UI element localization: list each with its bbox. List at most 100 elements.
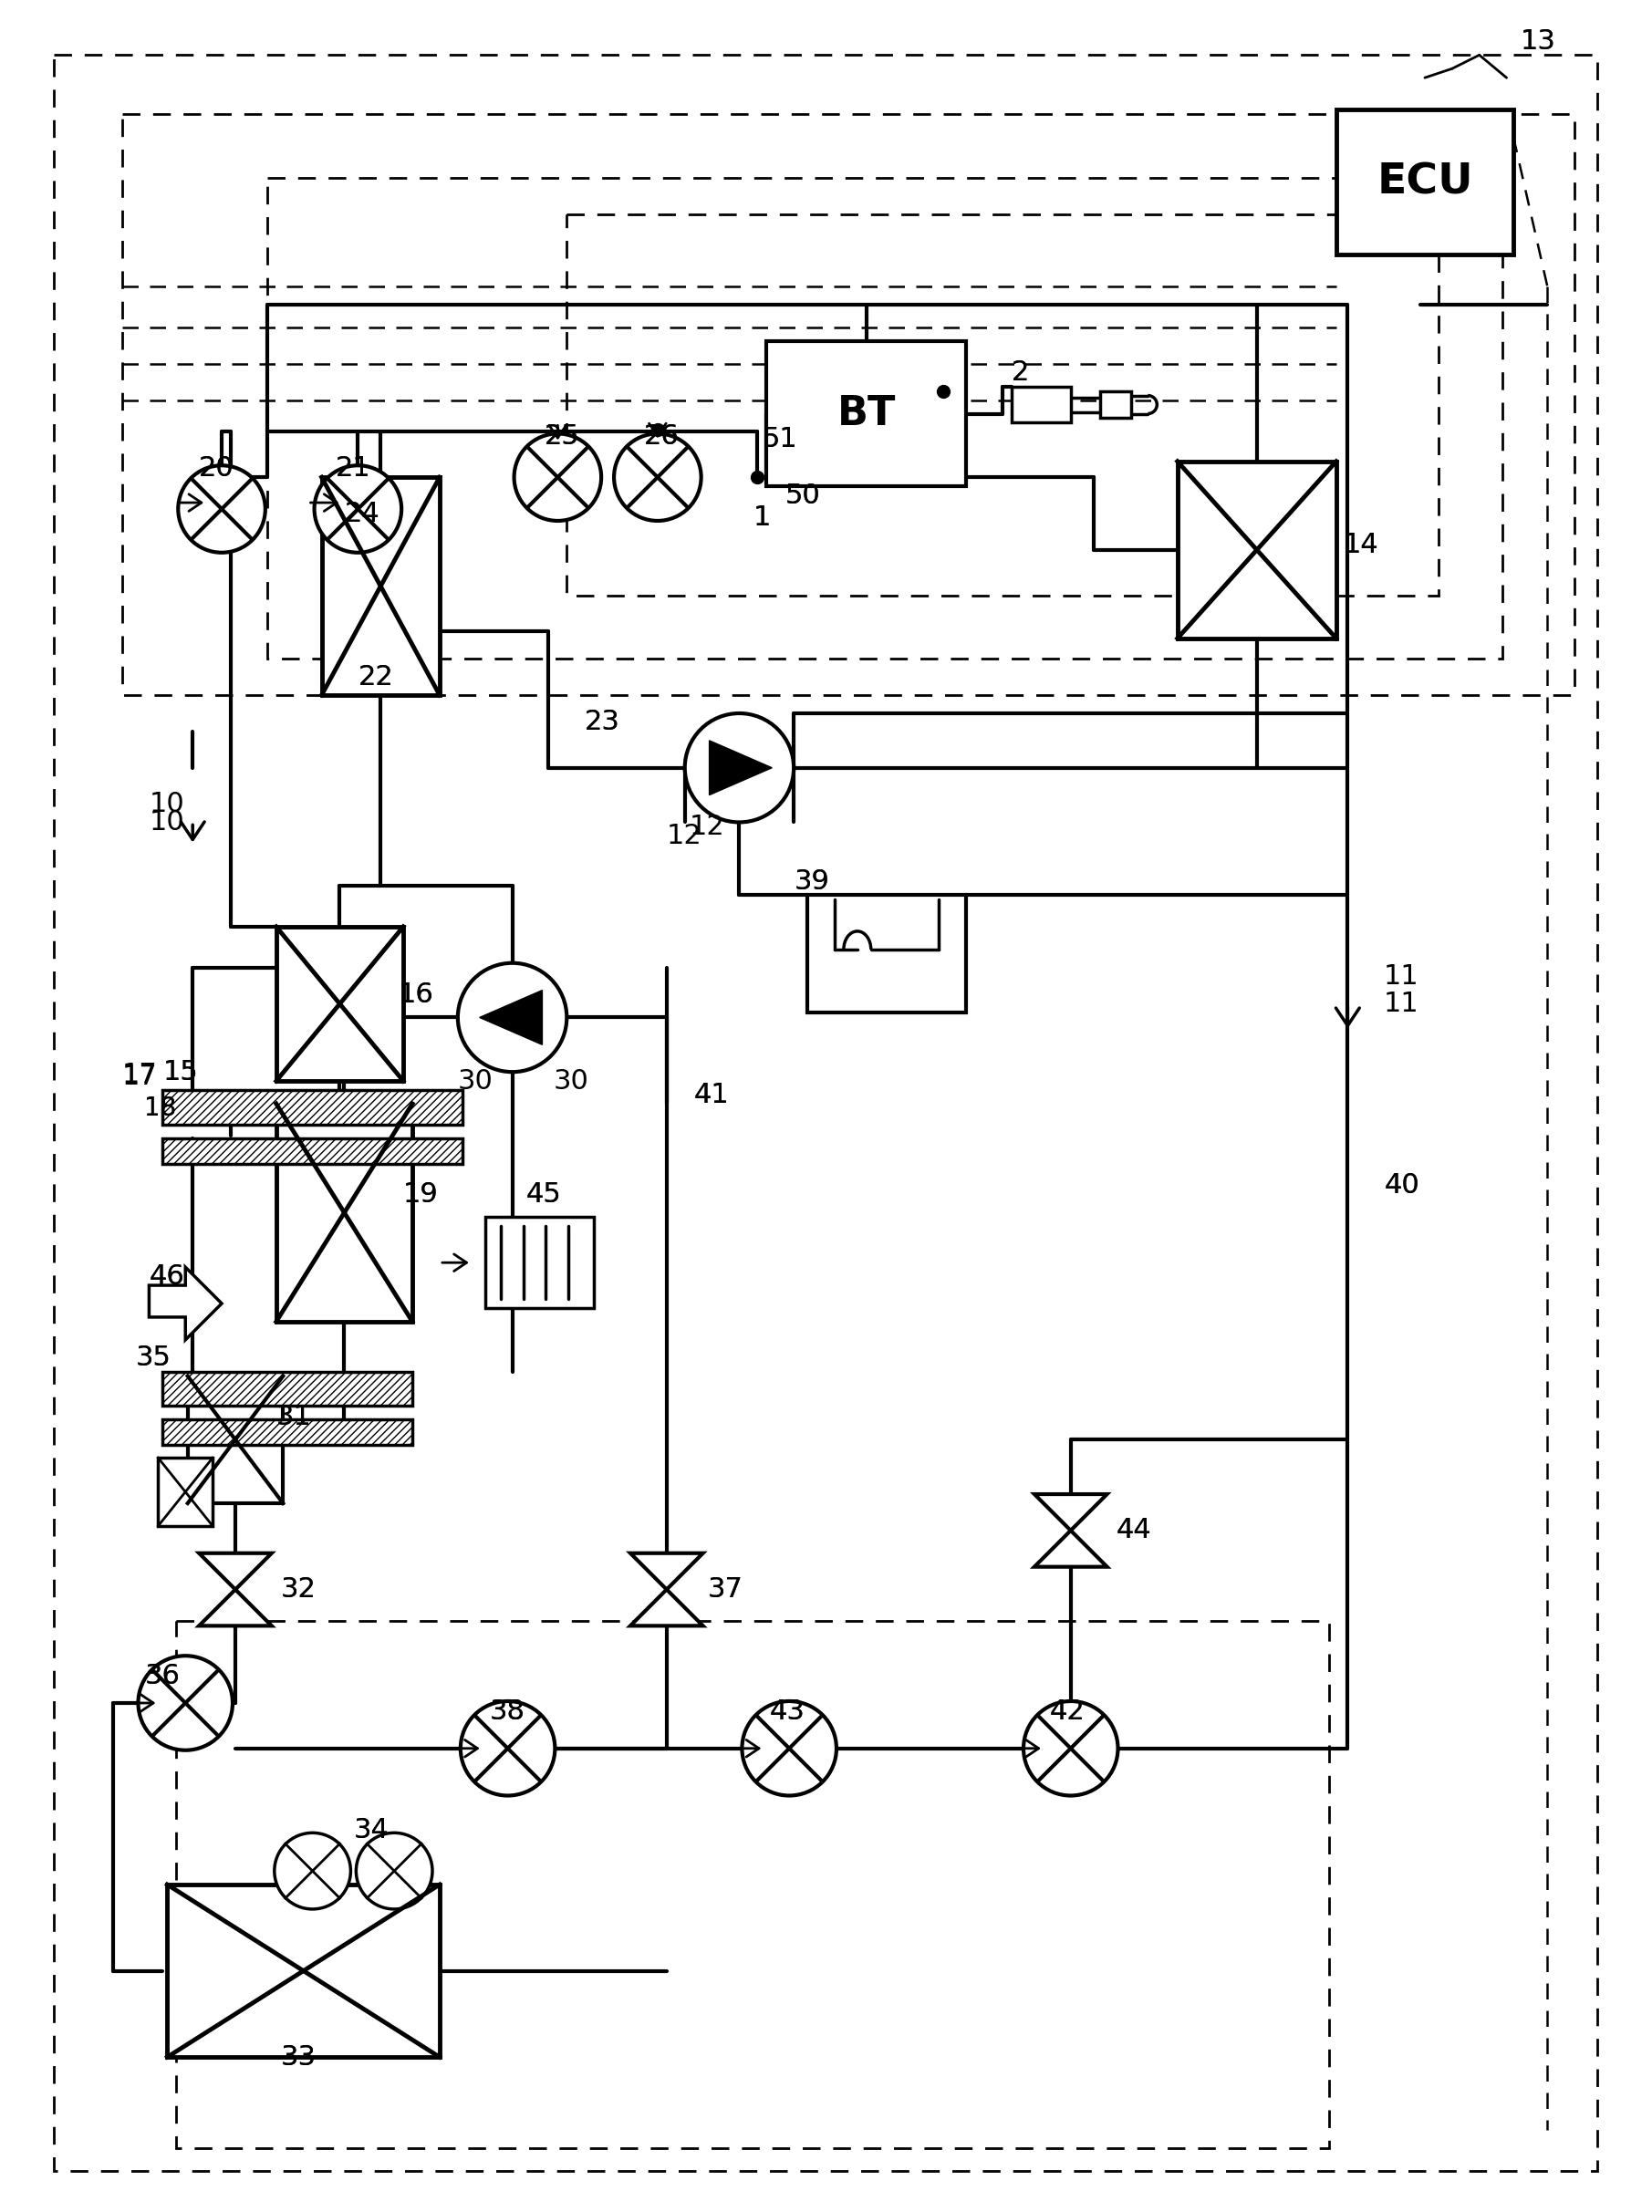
Text: BT: BT	[838, 394, 895, 434]
Polygon shape	[198, 1553, 271, 1590]
Polygon shape	[149, 1267, 221, 1340]
Bar	[767, 341, 966, 487]
Text: 38: 38	[489, 1699, 525, 1725]
Text: 22: 22	[358, 664, 393, 690]
Circle shape	[314, 465, 401, 553]
Bar	[122, 115, 1574, 695]
Text: 45: 45	[525, 1181, 562, 1208]
Circle shape	[274, 1834, 350, 1909]
Text: 39: 39	[793, 867, 829, 894]
Circle shape	[458, 962, 567, 1073]
Circle shape	[139, 1657, 233, 1750]
Bar	[1100, 392, 1132, 418]
Circle shape	[514, 434, 601, 520]
Bar	[188, 1376, 282, 1504]
Text: 50: 50	[785, 482, 819, 509]
Bar	[276, 927, 403, 1082]
Text: 13: 13	[1520, 29, 1556, 55]
Text: 16: 16	[398, 982, 434, 1009]
Text: 13: 13	[1520, 29, 1556, 55]
Text: 43: 43	[770, 1699, 805, 1725]
Text: 1: 1	[753, 504, 770, 531]
Text: 17: 17	[122, 1062, 157, 1088]
Bar	[162, 1091, 463, 1124]
Text: 26: 26	[644, 422, 679, 449]
Polygon shape	[631, 1590, 704, 1626]
Text: 35: 35	[135, 1345, 170, 1371]
Circle shape	[178, 465, 266, 553]
Text: 51: 51	[762, 427, 798, 451]
Text: 42: 42	[1049, 1699, 1085, 1725]
Polygon shape	[198, 1590, 271, 1626]
Bar	[162, 1139, 463, 1164]
Text: 31: 31	[276, 1405, 312, 1431]
Text: 32: 32	[281, 1577, 316, 1604]
Text: 34: 34	[354, 1816, 388, 1843]
Text: 18: 18	[144, 1095, 177, 1121]
Text: 25: 25	[544, 422, 580, 449]
Text: 43: 43	[770, 1699, 805, 1725]
Text: 34: 34	[354, 1816, 388, 1843]
Bar	[486, 1217, 595, 1307]
Text: 44: 44	[1117, 1517, 1151, 1544]
Text: 10: 10	[149, 810, 185, 836]
Text: 15: 15	[162, 1060, 198, 1086]
Polygon shape	[709, 741, 771, 794]
Bar	[567, 215, 1439, 595]
Text: 36: 36	[144, 1663, 180, 1690]
Text: 37: 37	[707, 1577, 743, 1604]
Text: 39: 39	[793, 867, 829, 894]
Text: 44: 44	[1117, 1517, 1151, 1544]
Text: 41: 41	[694, 1082, 729, 1108]
Bar	[1178, 462, 1336, 639]
Text: 42: 42	[1049, 1699, 1085, 1725]
Text: 45: 45	[525, 1181, 562, 1208]
Text: 51: 51	[762, 427, 798, 451]
Circle shape	[1024, 1701, 1118, 1796]
Text: 1: 1	[753, 504, 770, 531]
Text: 30: 30	[458, 1068, 494, 1095]
Polygon shape	[479, 991, 542, 1044]
Text: 23: 23	[585, 710, 621, 737]
Polygon shape	[631, 1553, 704, 1590]
Text: 2: 2	[1011, 361, 1029, 387]
Circle shape	[742, 1701, 836, 1796]
Text: ECU: ECU	[1376, 161, 1474, 204]
Text: 50: 50	[785, 482, 819, 509]
Text: 40: 40	[1384, 1172, 1419, 1199]
Text: 46: 46	[149, 1263, 185, 1290]
Text: 23: 23	[585, 710, 621, 737]
Circle shape	[615, 434, 700, 520]
Text: 24: 24	[344, 500, 380, 526]
Circle shape	[357, 1834, 433, 1909]
Text: 21: 21	[335, 456, 370, 482]
Text: 12: 12	[667, 823, 702, 849]
Text: 40: 40	[1384, 1172, 1419, 1199]
Text: 20: 20	[198, 456, 235, 482]
Bar	[159, 1458, 213, 1526]
Bar	[162, 1371, 413, 1407]
Bar	[177, 1621, 1330, 2148]
Polygon shape	[1034, 1531, 1107, 1566]
Text: 35: 35	[135, 1345, 170, 1371]
Text: 11: 11	[1384, 964, 1419, 989]
Text: 37: 37	[707, 1577, 743, 1604]
Text: 11: 11	[1384, 991, 1419, 1018]
Text: 25: 25	[544, 422, 580, 449]
Bar	[276, 1104, 413, 1321]
Text: 22: 22	[358, 664, 393, 690]
Text: 14: 14	[1343, 533, 1378, 560]
Text: 18: 18	[144, 1095, 177, 1121]
Text: 32: 32	[281, 1577, 316, 1604]
Text: 41: 41	[694, 1082, 729, 1108]
Text: 26: 26	[644, 422, 679, 449]
Text: 33: 33	[281, 2044, 316, 2070]
Bar	[808, 896, 966, 1013]
Text: 14: 14	[1343, 533, 1378, 560]
Text: 33: 33	[281, 2044, 316, 2070]
Bar	[162, 1420, 413, 1444]
Text: 36: 36	[144, 1663, 180, 1690]
Text: 19: 19	[403, 1181, 439, 1208]
Text: 17: 17	[122, 1064, 157, 1091]
Bar	[322, 478, 439, 695]
